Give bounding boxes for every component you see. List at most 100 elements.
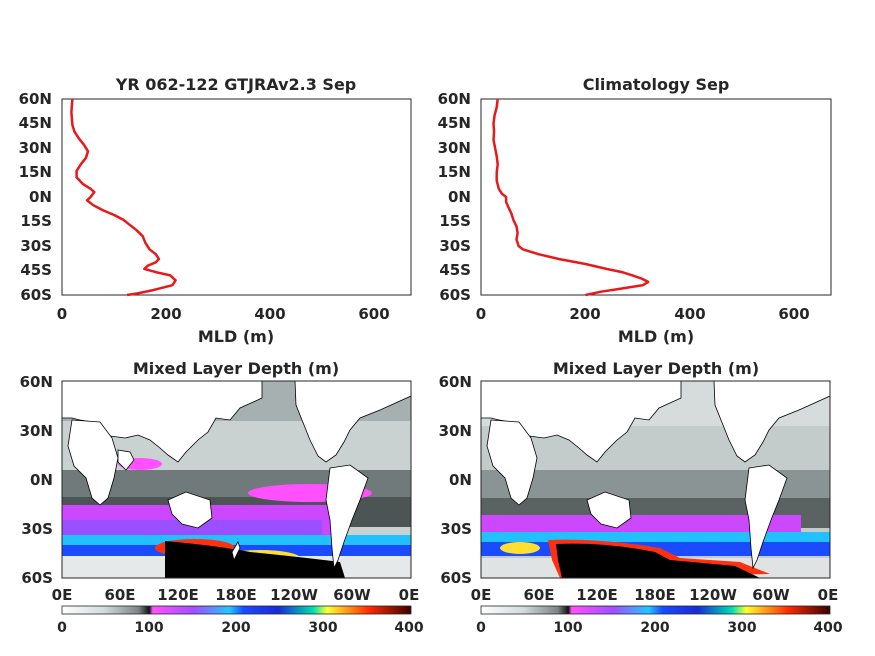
- y-tick-label: 15S: [20, 212, 52, 230]
- y-tick-label: 15N: [438, 163, 471, 181]
- colorbar-tick-label: 100: [134, 620, 163, 636]
- lon-tick-label: 0E: [399, 586, 420, 604]
- mld-profile-line: [492, 98, 650, 297]
- lat-tick-label: 30N: [439, 422, 472, 440]
- lon-tick-labels: 0E 60E 120E 180E 120W 60W 0E: [471, 586, 839, 604]
- chart-title: Climatology Sep: [583, 75, 730, 94]
- profile-line-group: [70, 98, 177, 297]
- lon-tick-label: 60E: [104, 586, 135, 604]
- lat-tick-labels: 60N 30N 0N 30S 60S: [439, 373, 472, 587]
- chart-title: YR 062-122 GTJRAv2.3 Sep: [115, 75, 357, 94]
- x-tick-label: 0: [57, 305, 67, 323]
- y-tick-label: 30N: [19, 139, 52, 157]
- lat-tick-label: 0N: [449, 471, 472, 489]
- map-frame: [61, 380, 412, 579]
- y-tick-label: 15N: [19, 163, 52, 181]
- colorbar-tick-labels: 0 100 200 300 400: [476, 620, 843, 636]
- lon-tick-label: 0E: [818, 586, 839, 604]
- lon-tick-label: 0E: [52, 586, 73, 604]
- lat-tick-label: 0N: [30, 471, 53, 489]
- colorbar-tick-label: 200: [640, 620, 669, 636]
- colorbar-tick-label: 300: [727, 620, 756, 636]
- y-tick-label: 0N: [29, 188, 52, 206]
- colorbar: [480, 605, 831, 615]
- antarctic-deep-mld: [556, 543, 760, 578]
- antarctic-deep-mld: [165, 541, 345, 578]
- plot-area: [61, 98, 412, 296]
- lon-tick-label: 60W: [752, 586, 790, 604]
- deep-mld-region: [62, 535, 411, 547]
- y-tick-label: 45N: [438, 114, 471, 132]
- lon-tick-label: 120E: [576, 586, 618, 604]
- lat-tick-label: 60N: [439, 373, 472, 391]
- deep-mld-region: [481, 515, 801, 537]
- x-tick-label: 200: [150, 305, 181, 323]
- map-panel-right: Mixed Layer Depth (m) 60N 30N: [439, 359, 843, 636]
- colorbar-tick-label: 0: [57, 620, 67, 636]
- x-tick-label: 600: [778, 305, 809, 323]
- profile-line-group: [492, 98, 650, 297]
- very-deep-mld-region: [500, 542, 540, 554]
- x-axis-label: MLD (m): [198, 327, 274, 346]
- lon-tick-label: 60W: [333, 586, 371, 604]
- x-tick-labels: 0 200 400 600: [476, 305, 810, 323]
- colorbar-tick-label: 400: [394, 620, 423, 636]
- lon-tick-labels: 0E 60E 120E 180E 120W 60W 0E: [52, 586, 420, 604]
- colorbar-tick-labels: 0 100 200 300 400: [57, 620, 424, 636]
- y-tick-label: 45S: [20, 261, 52, 279]
- x-tick-label: 600: [358, 305, 389, 323]
- lon-tick-label: 180E: [634, 586, 676, 604]
- x-tick-label: 0: [476, 305, 486, 323]
- colorbar-tick-label: 300: [308, 620, 337, 636]
- map-title: Mixed Layer Depth (m): [133, 359, 339, 378]
- y-tick-label: 30S: [20, 237, 52, 255]
- map-frame: [480, 380, 831, 579]
- lat-tick-label: 60S: [21, 569, 53, 587]
- y-tick-label: 60S: [439, 286, 471, 304]
- lat-tick-label: 30S: [440, 520, 472, 538]
- x-tick-label: 200: [569, 305, 600, 323]
- lon-tick-label: 120E: [157, 586, 199, 604]
- mld-field: [62, 381, 411, 578]
- plot-area: [480, 98, 832, 296]
- lon-tick-label: 120W: [270, 586, 318, 604]
- y-tick-label: 0N: [448, 188, 471, 206]
- lat-tick-label: 60S: [440, 569, 472, 587]
- lat-tick-label: 60N: [20, 373, 53, 391]
- colorbar-tick-label: 200: [221, 620, 250, 636]
- x-tick-label: 400: [674, 305, 705, 323]
- map-title: Mixed Layer Depth (m): [553, 359, 759, 378]
- y-tick-label: 60N: [438, 90, 471, 108]
- y-tick-labels: 60N 45N 30N 15N 0N 15S 30S 45S 60S: [19, 90, 52, 304]
- lat-tick-label: 30S: [21, 520, 53, 538]
- y-tick-label: 60S: [20, 286, 52, 304]
- y-tick-labels: 60N 45N 30N 15N 0N 15S 30S 45S 60S: [438, 90, 471, 304]
- lat-tick-labels: 60N 30N 0N 30S 60S: [20, 373, 53, 587]
- mld-field: [481, 381, 830, 578]
- colorbar-tick-label: 100: [553, 620, 582, 636]
- profile-panel-left: YR 062-122 GTJRAv2.3 Sep 60N 45N 30N 15N…: [19, 75, 412, 346]
- x-tick-labels: 0 200 400 600: [57, 305, 390, 323]
- colorbar-tick-label: 0: [476, 620, 486, 636]
- lon-tick-label: 180E: [215, 586, 257, 604]
- y-tick-label: 60N: [19, 90, 52, 108]
- lon-tick-label: 0E: [471, 586, 492, 604]
- y-tick-label: 15S: [439, 212, 471, 230]
- x-axis-label: MLD (m): [618, 327, 694, 346]
- y-tick-label: 30S: [439, 237, 471, 255]
- lon-tick-label: 60E: [523, 586, 554, 604]
- y-tick-label: 30N: [438, 139, 471, 157]
- map-panel-left: Mixed Layer Depth (m): [20, 359, 424, 636]
- profile-panel-right: Climatology Sep 60N 45N 30N 15N 0N 15S 3…: [438, 75, 832, 346]
- mld-profile-line: [70, 98, 177, 297]
- colorbar-tick-label: 400: [813, 620, 842, 636]
- y-tick-label: 45N: [19, 114, 52, 132]
- land-masses: [481, 381, 830, 570]
- x-tick-label: 400: [254, 305, 285, 323]
- lon-tick-label: 120W: [689, 586, 737, 604]
- colorbar: [61, 605, 412, 615]
- y-tick-label: 45S: [439, 261, 471, 279]
- lat-tick-label: 30N: [20, 422, 53, 440]
- land-masses: [62, 381, 411, 570]
